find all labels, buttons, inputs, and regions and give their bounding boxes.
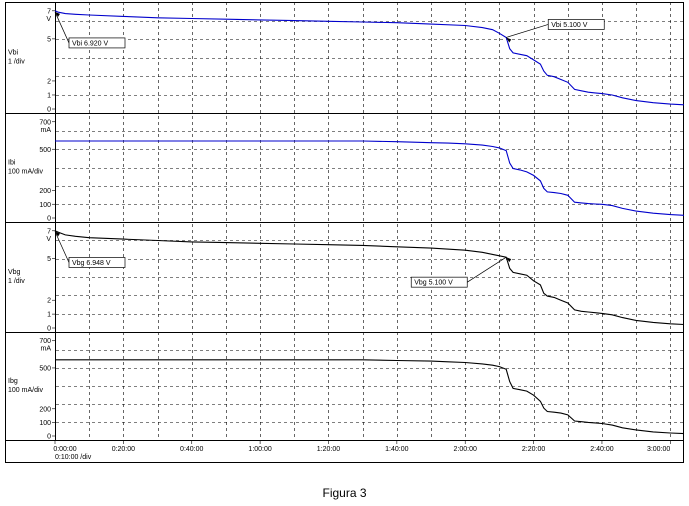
channel-scale: 100 mA/div [8,387,44,394]
y-tick-label: 2 [47,78,51,85]
y-tick-label: 500 [39,365,51,372]
x-tick-label: 2:00:00 [454,446,477,453]
annotation-label: Vbi 6.920 V [72,40,109,47]
x-tick-label: 3:00:00 [647,446,670,453]
y-tick-label: 0 [47,434,51,441]
y-tick-label: 100 [39,420,51,427]
annotation-box [410,276,468,288]
y-unit-label: V [46,16,51,23]
y-unit-label: mA [41,127,52,134]
y-tick-label: 1 [47,92,51,99]
channel-scale: 100 mA/div [8,169,44,176]
y-tick-label: 7 [47,8,51,15]
x-tick-label: 1:40:00 [385,446,408,453]
y-tick-label: 100 [39,202,51,209]
y-tick-label: 700 [39,119,51,126]
y-tick-label: 5 [47,36,51,43]
annotation-box [68,257,126,268]
channel-scale: 1 /div [8,278,25,285]
y-tick-label: 0 [47,326,51,333]
series-line-ibi [55,140,685,216]
x-tick-label: 0:00:00 [53,446,76,453]
x-tick-label: 0:20:00 [112,446,135,453]
y-tick-label: 1 [47,312,51,319]
y-unit-label: V [46,236,51,243]
y-tick-label: 200 [39,188,51,195]
y-tick-label: 2 [47,298,51,305]
channel-name: Vbg [8,269,21,276]
x-tick-label: 0:40:00 [180,446,203,453]
annotation-box [68,37,126,49]
channel-name: Vbi [8,50,19,57]
y-unit-label: mA [41,346,52,353]
annotation-arrowhead [506,257,512,263]
y-tick-label: 500 [39,147,51,154]
annotation-label: Vbg 6.948 V [72,260,111,267]
y-tick-label: 5 [47,256,51,263]
series-line-vbi [54,10,685,106]
y-tick-label: 0 [47,216,51,223]
channel-name: Ibg [8,378,18,385]
x-tick-label: 1:00:00 [248,446,271,453]
series-line-ibg [55,359,685,435]
y-tick-label: 7 [47,228,51,235]
annotation-leader [54,11,70,44]
annotation-arrowhead [506,37,512,43]
chart-frame [5,2,684,463]
x-tick-label: 1:20:00 [317,446,340,453]
y-tick-label: 200 [39,406,51,413]
channel-scale: 1 /div [8,59,25,66]
y-tick-label: 700 [39,338,51,345]
series-line-vbg [54,230,685,326]
y-tick-label: 0 [47,107,51,114]
annotation-leader [54,231,70,263]
annotation-leader [467,256,507,283]
annotation-label: Vbg 5.100 V [414,280,453,287]
x-tick-label: 2:20:00 [522,446,545,453]
channel-name: Ibi [8,160,16,167]
annotation-label: Vbi 5.100 V [551,22,588,29]
figure-caption: Figura 3 [322,486,367,500]
x-tick-label: 2:40:00 [590,446,613,453]
annotation-leader [506,24,549,38]
annotation-box [547,19,605,30]
annotation-arrowhead [55,11,60,17]
x-division-label: 0:10:00 /div [55,454,92,461]
annotation-arrowhead [55,231,60,237]
